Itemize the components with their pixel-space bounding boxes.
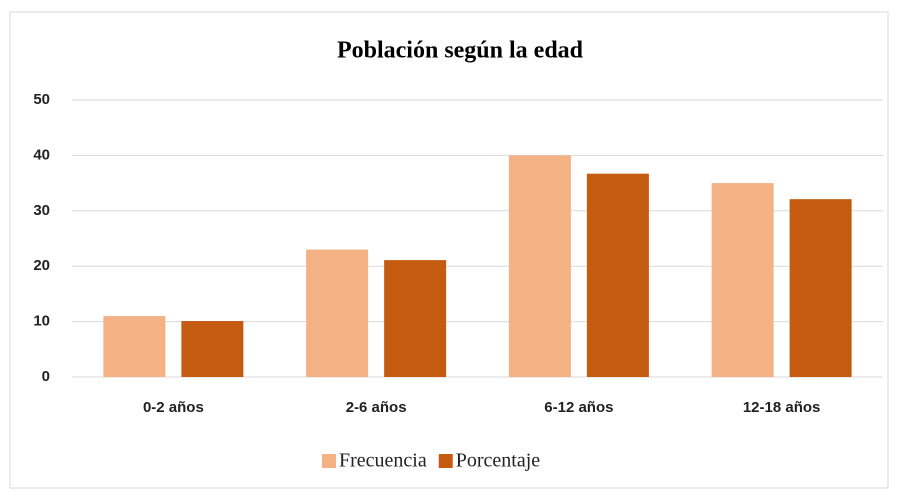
- x-tick-label: 2-6 años: [346, 399, 407, 416]
- legend-swatch: [322, 454, 336, 468]
- y-tick-label: 30: [33, 202, 50, 219]
- legend-label: Porcentaje: [456, 450, 541, 472]
- legend-label: Frecuencia: [339, 450, 427, 472]
- bar: [306, 249, 369, 377]
- y-tick-label: 0: [42, 368, 50, 385]
- bar: [789, 199, 852, 377]
- bar: [508, 155, 571, 377]
- y-tick-label: 20: [33, 257, 50, 274]
- chart-title: Población según la edad: [337, 38, 584, 64]
- x-tick-label: 0-2 años: [143, 399, 204, 416]
- bar: [384, 260, 447, 377]
- bar: [103, 316, 166, 377]
- x-tick-label: 12-18 años: [743, 399, 821, 416]
- bar: [711, 183, 774, 377]
- legend-swatch: [438, 454, 453, 468]
- y-tick-label: 40: [33, 146, 50, 163]
- y-tick-label: 10: [33, 313, 50, 330]
- y-tick-label: 50: [33, 91, 50, 108]
- x-tick-label: 6-12 años: [544, 399, 613, 416]
- bar: [586, 173, 649, 377]
- bar: [181, 321, 244, 377]
